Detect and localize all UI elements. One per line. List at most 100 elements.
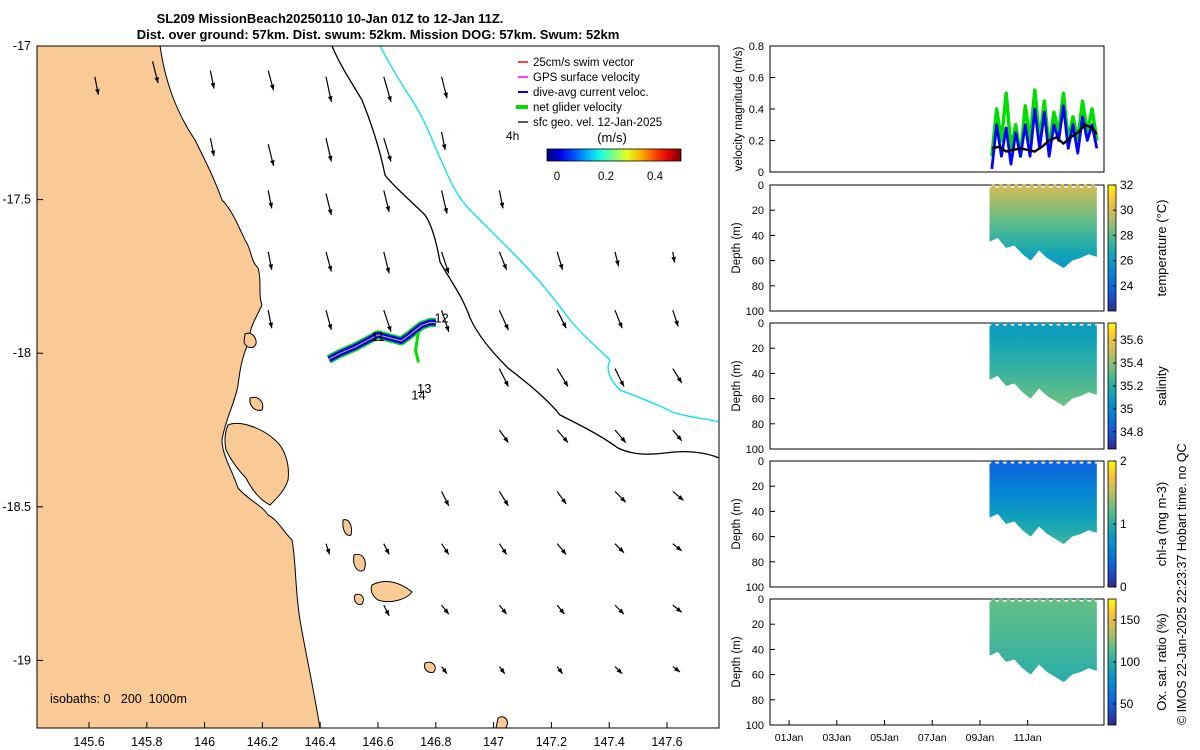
geo-vector-arrow xyxy=(440,76,448,99)
geo-vector-arrow xyxy=(614,368,625,387)
geo-vector-arrow xyxy=(671,251,676,263)
island-5 xyxy=(370,581,413,603)
map-x-tick-label: 145.6 xyxy=(73,735,104,749)
geo-vector-arrow xyxy=(556,666,564,675)
velocity-axes xyxy=(769,45,1105,173)
geo-vector-arrow xyxy=(267,144,275,167)
profile-y-label: Depth (m) xyxy=(731,360,743,411)
geo-vector-arrow xyxy=(441,604,450,615)
geo-vector-arrow xyxy=(556,491,567,505)
geo-vector-arrow xyxy=(556,368,569,387)
profile-y-tick-label: 100 xyxy=(746,720,764,732)
geo-vector-arrow xyxy=(325,193,333,216)
colorbar-tick-label: 2 xyxy=(1120,454,1127,468)
map-x-tick-label: 146.2 xyxy=(247,735,278,749)
geo-vector-arrow xyxy=(498,491,509,507)
geo-vector-arrow xyxy=(267,190,273,209)
geo-vector-arrow xyxy=(614,251,620,267)
profile-y-tick-label: 80 xyxy=(752,281,764,293)
colorbar-tick-1: 0.2 xyxy=(598,171,614,183)
geo-vector-arrow xyxy=(325,251,333,272)
map-y-tick-label: -18.5 xyxy=(3,500,32,514)
geo-vector-arrow xyxy=(672,429,683,442)
day-label: 11 xyxy=(371,329,385,344)
surface-marker xyxy=(1083,598,1088,603)
colorbar-unit-label: (m/s) xyxy=(597,130,627,145)
surface-marker xyxy=(1021,184,1027,189)
surface-marker xyxy=(1090,184,1096,189)
profile-panel: 0 20 40 60 80 100 Depth (m) 32 30 28 26 24 temperatu… xyxy=(731,178,1169,318)
geo-vector-arrow xyxy=(383,310,392,332)
profile-panel: 0 20 40 60 80 100 Depth (m) 35.6 35.4 35.2 35 34.8 s… xyxy=(731,318,1169,456)
time-step-label: 4h xyxy=(506,129,519,143)
profile-y-tick-label: 80 xyxy=(752,557,764,569)
geo-vector-arrow xyxy=(672,368,683,384)
island-2 xyxy=(249,396,264,411)
island-1 xyxy=(243,332,257,349)
geostrophic-velocity-vectors xyxy=(94,61,684,675)
map-y-ticks: -17 -17.5 -18 -18.5 -19 xyxy=(3,39,43,667)
geo-vector-arrow xyxy=(325,76,333,103)
legend-entry-gps: GPS surface velocity xyxy=(518,72,640,84)
geo-vector-arrow xyxy=(556,543,567,555)
map-y-tick-label: -19 xyxy=(13,653,31,667)
surface-marker xyxy=(1067,460,1073,465)
surface-marker xyxy=(1006,460,1011,465)
velocity-y-tick-label: 0.6 xyxy=(749,73,764,85)
surface-marker xyxy=(1037,598,1042,603)
velocity-y-tick-label: 0.4 xyxy=(749,104,764,116)
surface-marker xyxy=(1044,598,1050,603)
velocity-y-tick-label: 0.2 xyxy=(749,136,764,148)
surface-marker xyxy=(1075,184,1080,189)
profile-y-tick-label: 0 xyxy=(758,318,764,330)
surface-marker xyxy=(1029,184,1034,189)
track-centerline xyxy=(328,321,436,360)
velocity-series-line xyxy=(990,88,1099,158)
profile-y-tick-label: 60 xyxy=(752,256,764,268)
surface-marker xyxy=(1044,322,1050,327)
surface-marker xyxy=(998,184,1004,189)
surface-marker xyxy=(991,460,996,465)
speed-colorbar xyxy=(546,148,682,162)
island-7 xyxy=(424,661,436,673)
map-x-tick-label: 147.6 xyxy=(651,735,682,749)
colorbar-tick-label: 35.4 xyxy=(1120,356,1144,370)
profile-panel: 0 20 40 60 80 100 Depth (m) 2 1 0 chl-a (mg m-3) xyxy=(731,454,1169,594)
geo-vector-arrow xyxy=(556,604,565,615)
surface-marker xyxy=(1052,460,1057,465)
isobath-200m xyxy=(379,46,719,423)
geo-vector-arrow xyxy=(94,76,100,95)
legend-entry-sfc-geo: sfc geo. vel. 12-Jan-2025 xyxy=(518,117,662,129)
colorbar-tick-label: 34.8 xyxy=(1120,425,1144,439)
surface-marker xyxy=(1060,460,1065,465)
profile-y-tick-label: 0 xyxy=(758,594,764,606)
surface-marker xyxy=(1044,460,1050,465)
colorbar-tick-label: 30 xyxy=(1120,203,1134,217)
time-tick-label: 07Jan xyxy=(918,732,947,744)
surface-marker xyxy=(1083,460,1088,465)
geo-vector-arrow xyxy=(614,666,623,675)
velocity-series-line xyxy=(991,123,1098,153)
time-tick-label: 03Jan xyxy=(822,732,851,744)
colorbar-tick-0: 0 xyxy=(554,171,560,183)
surface-marker xyxy=(1090,322,1096,327)
geo-vector-arrow xyxy=(498,368,509,387)
surface-marker xyxy=(1014,460,1019,465)
surface-marker xyxy=(998,322,1004,327)
surface-marker xyxy=(1060,184,1065,189)
surface-marker xyxy=(1006,184,1011,189)
title-line-1: SL209 MissionBeach20250110 10-Jan 01Z to… xyxy=(157,11,504,26)
profile-y-label: Depth (m) xyxy=(731,222,743,273)
surface-marker xyxy=(1037,460,1042,465)
surface-marker xyxy=(1014,598,1019,603)
surface-marker xyxy=(1052,598,1057,603)
day-label: 12 xyxy=(434,310,448,325)
geo-vector-arrow xyxy=(325,543,331,555)
profile-colorbar-label: chl-a (mg m-3) xyxy=(1154,482,1169,567)
geo-vector-arrow xyxy=(267,251,273,270)
geo-vector-arrow xyxy=(556,309,567,329)
legend-entry-dive-avg: dive-avg current veloc. xyxy=(518,87,649,99)
